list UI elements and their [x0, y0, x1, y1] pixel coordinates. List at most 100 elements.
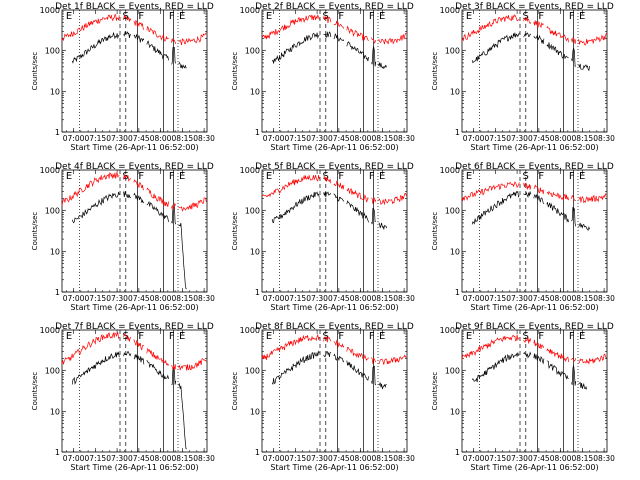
y-axis-label: Counts/sec [231, 52, 239, 91]
lld-rate-line [261, 174, 407, 206]
panel-title: Det 3f BLACK = Events, RED = LLD [455, 2, 614, 12]
event-marker-label: E [379, 171, 385, 182]
x-tick-label: 08:30 [193, 134, 215, 143]
event-marker-label: F [369, 331, 375, 342]
x-tick-label: 07:00 [63, 134, 85, 143]
y-axis-label: Counts/sec [231, 212, 239, 251]
event-marker-label: E [579, 171, 585, 182]
x-tick-label: 08:30 [593, 294, 615, 303]
y-tick-label: 1 [55, 288, 60, 297]
x-tick-label: 07:00 [263, 294, 285, 303]
event-marker-label: E [579, 11, 585, 22]
y-tick-label: 1 [255, 128, 260, 137]
event-marker-label: S [322, 171, 328, 182]
y-axis-label: Counts/sec [431, 52, 439, 91]
y-tick-label: 10 [250, 247, 260, 256]
x-tick-label: 07:15 [85, 134, 107, 143]
x-tick-label: 08:30 [593, 454, 615, 463]
x-tick-label: 08:00 [550, 134, 572, 143]
events-rate-line [71, 191, 187, 290]
event-marker-label: F [569, 11, 575, 22]
y-tick-label: 10 [250, 407, 260, 416]
event-marker-label: S [322, 11, 328, 22]
event-marker-label: E [579, 331, 585, 342]
event-marker-label: E [266, 11, 272, 22]
y-axis-label: Counts/sec [431, 212, 439, 251]
y-axis-label: Counts/sec [231, 372, 239, 411]
event-marker-label: F [538, 171, 544, 182]
event-marker-label: E [66, 331, 72, 342]
x-tick-label: 07:30 [506, 454, 528, 463]
event-marker-label: F [369, 171, 375, 182]
y-tick-label: 100 [445, 207, 460, 216]
y-tick-label: 100 [245, 47, 260, 56]
x-tick-label: 07:45 [128, 134, 150, 143]
events-rate-line [271, 350, 387, 390]
x-tick-label: 08:15 [572, 294, 594, 303]
y-tick-label: 1000 [40, 6, 60, 15]
event-marker-label: E [466, 171, 472, 182]
panel-title: Det 8f BLACK = Events, RED = LLD [255, 322, 414, 332]
y-tick-label: 10 [50, 247, 60, 256]
y-tick-label: 1 [455, 448, 460, 457]
x-tick-label: 08:00 [550, 294, 572, 303]
event-marker-label: F [138, 331, 144, 342]
y-tick-label: 100 [245, 207, 260, 216]
event-marker-label: F [338, 171, 344, 182]
y-tick-label: 1 [255, 288, 260, 297]
plot-frame [61, 169, 208, 293]
event-marker-label: S [322, 331, 328, 342]
x-tick-label: 08:15 [172, 294, 194, 303]
event-marker-label: S [522, 11, 528, 22]
event-marker-label: F [138, 11, 144, 22]
y-tick-label: 1000 [240, 166, 260, 175]
event-marker-label: E [66, 11, 72, 22]
lld-rate-line [61, 171, 207, 212]
y-tick-label: 1000 [440, 166, 460, 175]
event-marker-label: F [538, 11, 544, 22]
event-marker-label: E [179, 331, 185, 342]
x-tick-label: 07:15 [285, 294, 307, 303]
event-marker-label: E [466, 331, 472, 342]
events-rate-line [71, 350, 187, 450]
event-marker-label: E [379, 11, 385, 22]
events-rate-line [471, 32, 590, 72]
x-tick-label: 08:30 [193, 454, 215, 463]
x-tick-label: 07:45 [128, 294, 150, 303]
event-marker-label: F [369, 11, 375, 22]
plot-frame [261, 9, 408, 133]
x-tick-label: 07:30 [506, 294, 528, 303]
events-rate-line [271, 191, 388, 230]
plot-frame [461, 169, 608, 293]
x-tick-label: 07:45 [528, 454, 550, 463]
y-tick-label: 10 [50, 407, 60, 416]
x-tick-label: 07:00 [463, 294, 485, 303]
panel-title: Det 7f BLACK = Events, RED = LLD [55, 322, 214, 332]
plot-frame [461, 329, 608, 453]
event-marker-label: F [538, 331, 544, 342]
events-rate-line [471, 190, 590, 231]
lld-rate-line [261, 14, 407, 45]
panel-title: Det 5f BLACK = Events, RED = LLD [255, 162, 414, 172]
x-tick-label: 07:15 [285, 454, 307, 463]
panel-title: Det 4f BLACK = Events, RED = LLD [55, 162, 214, 172]
event-marker-label: S [522, 331, 528, 342]
lld-rate-line [261, 333, 407, 365]
event-marker-label: F [169, 11, 175, 22]
x-axis-label: Start Time (26-Apr-11 06:52:00) [70, 463, 198, 472]
x-axis-label: Start Time (26-Apr-11 06:52:00) [70, 303, 198, 312]
x-tick-label: 07:00 [463, 134, 485, 143]
plot-frame [61, 329, 208, 453]
x-tick-label: 07:30 [306, 454, 328, 463]
panel-title: Det 2f BLACK = Events, RED = LLD [255, 2, 414, 12]
event-marker-label: S [122, 331, 128, 342]
y-tick-label: 1000 [240, 6, 260, 15]
x-tick-label: 07:15 [85, 294, 107, 303]
event-marker-label: F [338, 11, 344, 22]
y-tick-label: 100 [45, 367, 60, 376]
y-tick-label: 100 [445, 47, 460, 56]
event-marker-label: E [466, 11, 472, 22]
y-tick-label: 1000 [40, 166, 60, 175]
x-tick-label: 08:15 [572, 454, 594, 463]
